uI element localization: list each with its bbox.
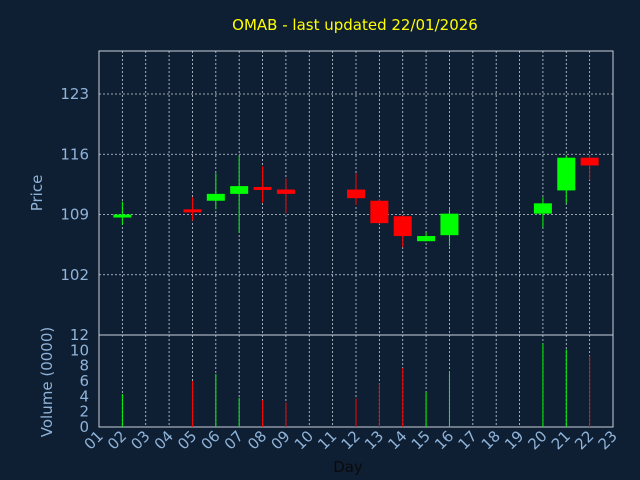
- candle-body: [580, 157, 599, 166]
- price-tick-label: 116: [60, 145, 89, 163]
- x-axis: 0102030405060708091011121314151617181920…: [81, 427, 621, 453]
- volume-axis-label: Volume (0000): [38, 327, 56, 437]
- x-axis-label: Day: [333, 458, 363, 476]
- candle-body: [533, 203, 552, 214]
- volume-tick-label: 6: [79, 372, 89, 390]
- candle-body: [113, 214, 132, 218]
- volume-tick-label: 0: [79, 418, 89, 436]
- candle-body: [393, 216, 412, 237]
- candle-body: [347, 189, 365, 199]
- candle-body: [206, 193, 225, 201]
- candle-body: [183, 209, 202, 213]
- candle-body: [440, 213, 459, 236]
- candle-body: [230, 186, 249, 194]
- volume-tick-label: 2: [79, 403, 89, 421]
- candle-body: [417, 236, 436, 242]
- chart-title: OMAB - last updated 22/01/2026: [232, 16, 478, 34]
- volume-tick-label: 10: [70, 341, 89, 359]
- price-axis-label: Price: [28, 175, 46, 212]
- candle-body: [370, 200, 389, 224]
- volume-tick-label: 12: [70, 326, 89, 344]
- volume-tick-label: 4: [79, 387, 89, 405]
- candle-body: [276, 189, 295, 194]
- volume-tick-label: 8: [79, 357, 89, 375]
- price-tick-label: 102: [60, 266, 89, 284]
- candle-body: [253, 186, 272, 190]
- price-panel: 102 109 116 123: [60, 50, 614, 336]
- price-tick-label: 109: [60, 206, 89, 224]
- price-tick-label: 123: [60, 85, 89, 103]
- candle-body: [557, 157, 576, 191]
